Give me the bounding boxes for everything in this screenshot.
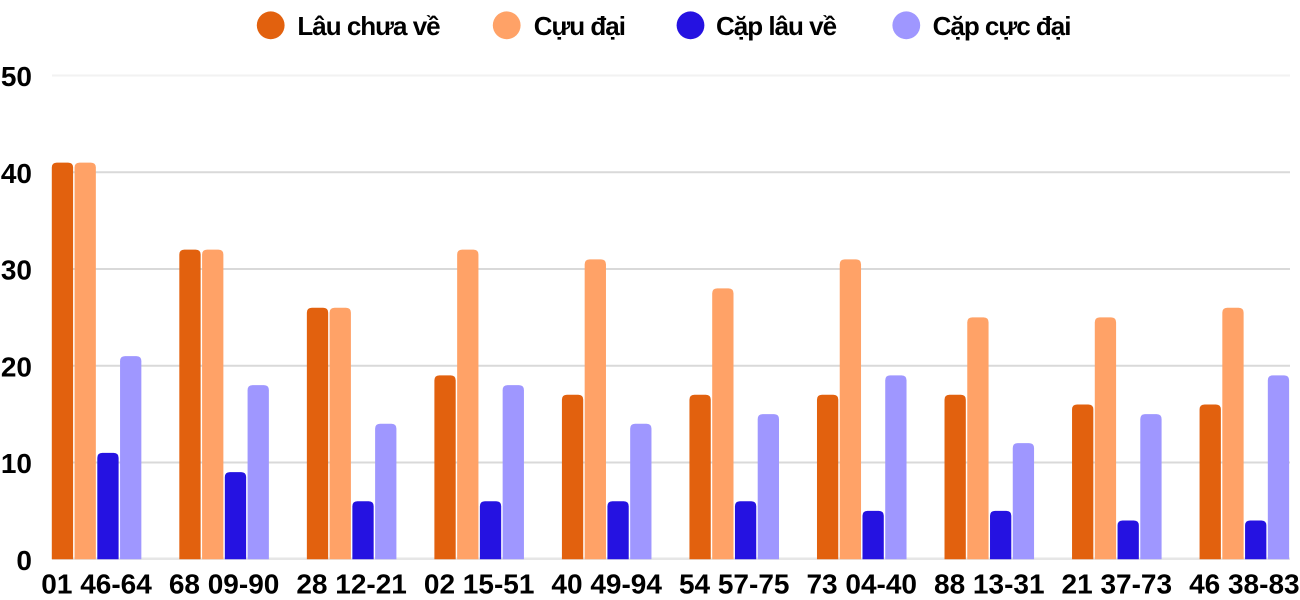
svg-text:54 57-75: 54 57-75 [679,569,790,600]
svg-text:02 15-51: 02 15-51 [424,569,535,600]
svg-text:40: 40 [1,158,32,189]
svg-text:28 12-21: 28 12-21 [296,569,407,600]
svg-text:Cựu đại: Cựu đại [534,11,625,41]
svg-text:30: 30 [1,255,32,286]
svg-text:Cặp lâu về: Cặp lâu về [716,11,837,41]
svg-text:46 38-83: 46 38-83 [1189,569,1300,600]
svg-text:50: 50 [1,61,32,92]
svg-text:40 49-94: 40 49-94 [551,569,662,600]
svg-text:73 04-40: 73 04-40 [806,569,917,600]
svg-text:0: 0 [16,545,32,576]
svg-text:Lâu chưa về: Lâu chưa về [297,11,440,41]
svg-text:10: 10 [1,448,32,479]
svg-text:21 37-73: 21 37-73 [1062,569,1173,600]
svg-text:Cặp cực đại: Cặp cực đại [933,11,1071,41]
svg-text:20: 20 [1,351,32,382]
svg-text:68 09-90: 68 09-90 [169,569,280,600]
svg-text:01 46-64: 01 46-64 [41,569,152,600]
svg-text:88 13-31: 88 13-31 [934,569,1045,600]
